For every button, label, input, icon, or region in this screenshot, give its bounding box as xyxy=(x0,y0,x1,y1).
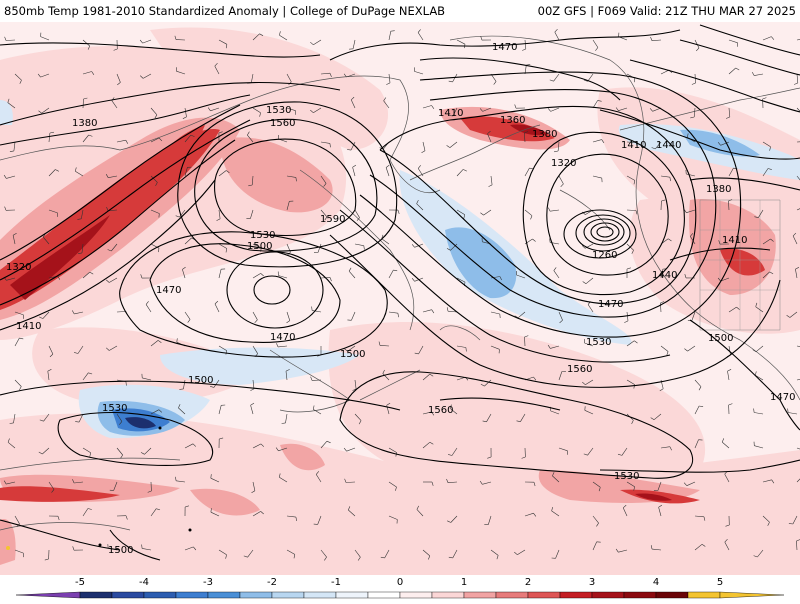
colorbar-segment xyxy=(80,592,112,598)
contour-label: 1320 xyxy=(6,262,31,273)
colorbar-segment xyxy=(528,592,560,598)
contour-label: 1530 xyxy=(614,471,639,482)
colorbar-bar xyxy=(16,592,784,598)
colorbar-tick-label: -1 xyxy=(331,577,341,588)
contour-label: 1410 xyxy=(722,235,747,246)
colorbar-tick-label: 1 xyxy=(461,577,467,588)
contour-label: 1440 xyxy=(652,270,677,281)
contour-label: 1500 xyxy=(247,241,272,252)
contour-label: 1560 xyxy=(270,118,295,129)
contour-label: 1440 xyxy=(656,140,681,151)
contour-label: 1410 xyxy=(16,321,41,332)
contour-label: 1530 xyxy=(250,230,275,241)
colorbar-segment xyxy=(368,592,400,598)
contour-label: 1360 xyxy=(500,115,525,126)
colorbar-segment xyxy=(112,592,144,598)
contour-label: 1320 xyxy=(551,158,576,169)
contour-label: 1500 xyxy=(708,333,733,344)
map-canvas: 1470 1380 1530 1560 1590 1530 1500 1320 … xyxy=(0,22,800,575)
colorbar-svg: -5 -4 -3 -2 -1 0 1 2 3 4 5 xyxy=(0,575,800,600)
colorbar-tick-label: 2 xyxy=(525,577,531,588)
colorbar-tick-label: -2 xyxy=(267,577,277,588)
anomaly-map: 1470 1380 1530 1560 1590 1530 1500 1320 … xyxy=(0,22,800,575)
colorbar-segment xyxy=(688,592,720,598)
contour-label: 1470 xyxy=(156,285,181,296)
colorbar-segment xyxy=(656,592,688,598)
colorbar-tick-label: 4 xyxy=(653,577,659,588)
contour-label: 1500 xyxy=(108,545,133,556)
colorbar-tick-label: 5 xyxy=(717,577,723,588)
colorbar-segment xyxy=(208,592,240,598)
colorbar-segment xyxy=(464,592,496,598)
colorbar-segment xyxy=(336,592,368,598)
colorbar-segment xyxy=(304,592,336,598)
colorbar-segment xyxy=(592,592,624,598)
map-header: 850mb Temp 1981-2010 Standardized Anomal… xyxy=(0,0,800,22)
colorbar-segment xyxy=(144,592,176,598)
colorbar-segment xyxy=(496,592,528,598)
contour-label: 1500 xyxy=(188,375,213,386)
colorbar-tick-label: -3 xyxy=(203,577,213,588)
contour-label: 1410 xyxy=(621,140,646,151)
colorbar-segment xyxy=(16,592,80,598)
contour-label: 1260 xyxy=(592,250,617,261)
contour-label: 1530 xyxy=(102,403,127,414)
contour-label: 1470 xyxy=(770,392,795,403)
contour-label: 1410 xyxy=(438,108,463,119)
colorbar-segment xyxy=(432,592,464,598)
anomaly-colorbar: -5 -4 -3 -2 -1 0 1 2 3 4 5 xyxy=(0,575,800,600)
contour-label: 1530 xyxy=(266,105,291,116)
contour-label: 1380 xyxy=(72,118,97,129)
contour-label: 1470 xyxy=(598,299,623,310)
colorbar-segment xyxy=(176,592,208,598)
contour-label: 1590 xyxy=(320,214,345,225)
contour-label: 1500 xyxy=(340,349,365,360)
colorbar-tick-label: -5 xyxy=(75,577,85,588)
contour-label: 1560 xyxy=(428,405,453,416)
model-run-info: 00Z GFS | F069 Valid: 21Z THU MAR 27 202… xyxy=(538,4,796,18)
contour-label: 1530 xyxy=(586,337,611,348)
colorbar-segment xyxy=(624,592,656,598)
map-title: 850mb Temp 1981-2010 Standardized Anomal… xyxy=(4,4,445,18)
colorbar-tick-label: -4 xyxy=(139,577,149,588)
contour-label: 1470 xyxy=(270,332,295,343)
colorbar-ticks: -5 -4 -3 -2 -1 0 1 2 3 4 5 xyxy=(75,577,723,588)
colorbar-segment xyxy=(560,592,592,598)
contour-label: 1470 xyxy=(492,42,517,53)
contour-label: 1380 xyxy=(706,184,731,195)
colorbar-segment xyxy=(272,592,304,598)
colorbar-tick-label: 3 xyxy=(589,577,595,588)
contour-label: 1380 xyxy=(532,129,557,140)
colorbar-segment xyxy=(720,592,784,598)
colorbar-tick-label: 0 xyxy=(397,577,403,588)
contour-label: 1560 xyxy=(567,364,592,375)
colorbar-segment xyxy=(400,592,432,598)
colorbar-segment xyxy=(240,592,272,598)
